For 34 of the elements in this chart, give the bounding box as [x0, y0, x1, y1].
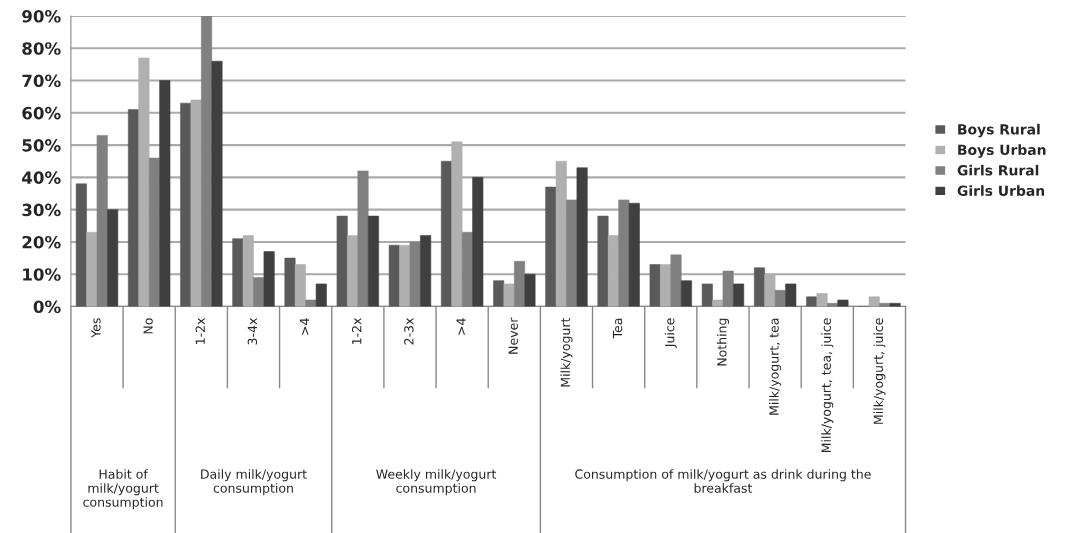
- x-tick-label: Nothing: [716, 318, 730, 366]
- x-tick-label: 1-2x: [351, 318, 362, 345]
- y-tick-label: 30%: [22, 203, 61, 217]
- legend-label: Girls Urban: [957, 185, 1045, 196]
- x-tick-label: No: [143, 318, 153, 334]
- text: Weekly milk/yogurt consumption: [376, 469, 497, 496]
- x-tick-label: >4: [456, 318, 466, 335]
- y-tick-label: 10%: [23, 268, 61, 281]
- x-tick-label: Milk/yogurt, tea, juice: [821, 318, 834, 453]
- x-tick-label: Yes: [91, 318, 101, 338]
- y-tick-label: 80%: [22, 42, 61, 55]
- text: Habit of milk/yogurt consumption: [83, 469, 163, 510]
- x-tick-label: Never: [508, 317, 518, 354]
- x-tick-label: Juice: [664, 318, 677, 348]
- y-tick-label: 20%: [22, 235, 61, 249]
- y-tick-label: 60%: [22, 106, 61, 120]
- y-tick-label: 50%: [22, 139, 61, 152]
- x-tick-label: Milk/yogurt, tea: [769, 318, 782, 415]
- y-tick-label: 90%: [22, 9, 61, 23]
- y-tick-label: 40%: [22, 171, 61, 184]
- x-tick-label: Tea: [612, 318, 623, 339]
- x-tick-label: Milk/yogurt: [560, 317, 573, 387]
- y-tick-label: 0%: [33, 300, 61, 314]
- legend-label: Boys Urban: [958, 144, 1046, 158]
- y-tick-label: 70%: [22, 74, 61, 88]
- x-tick-label: 2-3x: [404, 318, 414, 345]
- text: Consumption of milk/yogurt as drink during the breakfast: [575, 469, 871, 493]
- x-tick-label: 3-4x: [247, 318, 258, 345]
- text: Daily milk/yogurt consumption: [201, 469, 307, 496]
- x-tick-label: 1-2x: [195, 318, 205, 345]
- legend-label: Girls Rural: [957, 164, 1039, 176]
- x-tick-label: >4: [299, 318, 310, 335]
- legend-label: Boys Rural: [958, 123, 1040, 138]
- x-tick-label: Milk/yogurt, juice: [873, 318, 886, 424]
